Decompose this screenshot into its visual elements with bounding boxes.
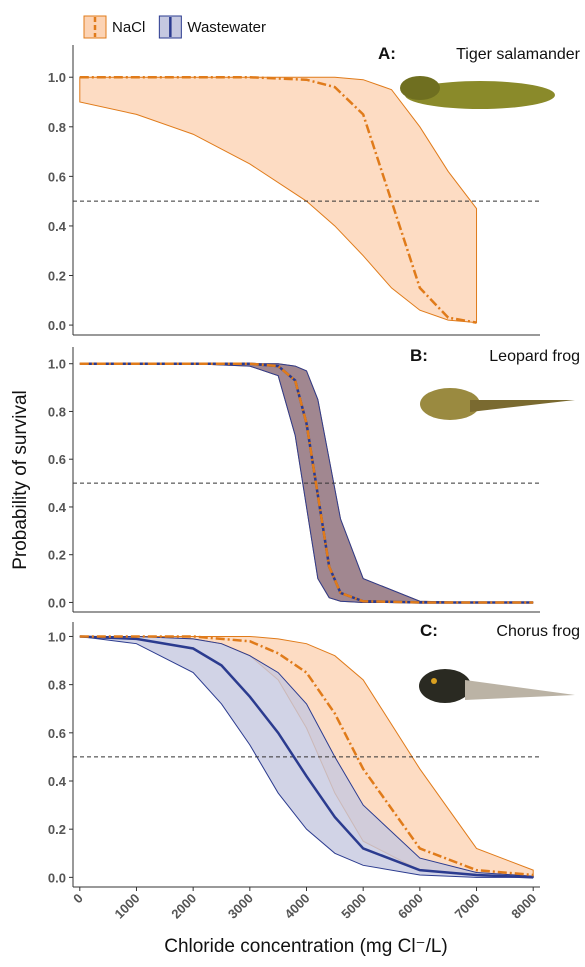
ci-band [79, 76, 478, 324]
panel-title: Tiger salamander [456, 46, 581, 63]
y-tick-label: 1.0 [48, 629, 66, 644]
panel-title: Chorus frog [496, 623, 580, 640]
panel-label: C: [420, 621, 438, 640]
panel-label: B: [410, 346, 428, 365]
mean-line [79, 635, 534, 879]
y-tick-label: 0.6 [48, 169, 66, 184]
panel: 0.0 0.2 0.4 0.6 0.8 1.0 0 1000 2000 3000 4000 5000 6… [48, 621, 580, 957]
y-tick-label: 0.0 [48, 870, 66, 885]
y-tick-label: 0.2 [48, 822, 66, 837]
y-tick-label: 0.0 [48, 318, 66, 333]
mean-line [79, 362, 534, 604]
x-tick-label: 6000 [395, 891, 426, 922]
y-tick-label: 0.8 [48, 404, 66, 419]
tadpole-illustration [420, 388, 575, 420]
y-tick-label: 0.4 [48, 500, 67, 515]
y-tick-label: 0.2 [48, 269, 66, 284]
y-tick-label: 1.0 [48, 70, 66, 85]
mean-line [79, 75, 477, 324]
y-tick-label: 0.6 [48, 452, 66, 467]
x-tick-label: 3000 [225, 891, 256, 922]
y-tick-label: 0.8 [48, 678, 66, 693]
y-tick-label: 0.2 [48, 548, 66, 563]
x-axis-title: Chloride concentration (mg Cl⁻/L) [164, 936, 448, 957]
y-tick-label: 0.6 [48, 726, 66, 741]
y-axis-title: Probability of survival [10, 390, 31, 570]
mean-line [79, 635, 534, 877]
legend-label: Wastewater [187, 19, 266, 36]
x-tick-label: 2000 [168, 891, 199, 922]
x-tick-label: 7000 [452, 891, 483, 922]
panel-title: Leopard frog [489, 348, 580, 365]
y-tick-label: 1.0 [48, 357, 66, 372]
salamander-illustration [400, 76, 555, 109]
panel: 0.0 0.2 0.4 0.6 0.8 1.0 B: Leopard frog Probabil… [10, 346, 580, 613]
x-tick-label: 0 [70, 891, 86, 907]
x-tick-label: 5000 [338, 891, 369, 922]
x-tick-label: 4000 [282, 891, 313, 922]
tadpole-illustration [419, 669, 575, 703]
legend-label: NaCl [112, 19, 145, 36]
x-tick-label: 1000 [112, 891, 143, 922]
y-tick-label: 0.8 [48, 120, 66, 135]
y-tick-label: 0.0 [48, 595, 66, 610]
x-tick-label: 8000 [508, 891, 539, 922]
y-tick-label: 0.4 [48, 219, 67, 234]
panel: 0.0 0.2 0.4 0.6 0.8 1.0 A: Tiger salamander [48, 44, 581, 336]
y-tick-label: 0.4 [48, 774, 67, 789]
panel-label: A: [378, 44, 396, 63]
